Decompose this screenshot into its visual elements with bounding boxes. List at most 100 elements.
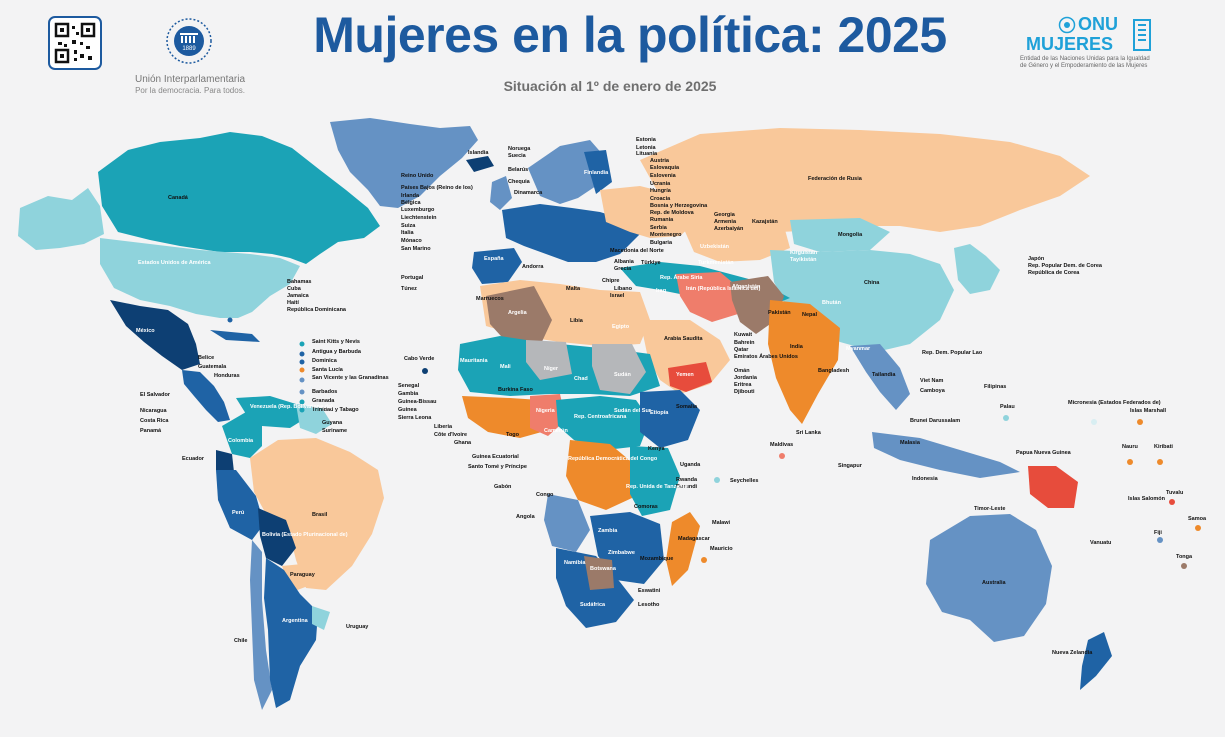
region-angola — [544, 494, 590, 552]
region-iberia — [472, 248, 522, 284]
dot-caboverde — [422, 368, 428, 374]
page-title: Mujeres en la política: 2025 — [313, 7, 947, 63]
dot-samoa — [1195, 525, 1201, 531]
label-malawi: Malawi — [712, 520, 731, 526]
dot-maldives — [779, 453, 785, 459]
region-brazil — [250, 438, 384, 590]
region-ecuador — [216, 450, 234, 472]
label-fiji: Fiji — [1154, 530, 1162, 536]
label-oman: Omán — [734, 368, 750, 374]
label-sierraleone: Sierra Leona — [398, 415, 432, 421]
label-jamaica: Jamaica — [287, 293, 309, 299]
dot-kiribati — [1157, 459, 1163, 465]
label-kyrgyzstan: Kirguistán — [790, 250, 818, 256]
label-uae: Emiratos Árabes Unidos — [734, 354, 798, 360]
label-belgium: Bélgica — [401, 200, 421, 206]
label-tonga: Tonga — [1176, 554, 1193, 560]
region-guyanas — [296, 404, 332, 434]
region-central-america — [182, 370, 230, 422]
dot-mauritius — [701, 557, 707, 563]
un-women-symbol-icon — [1128, 18, 1156, 57]
label-japan: Japón — [1028, 256, 1045, 262]
label-cuba: Cuba — [287, 286, 301, 292]
dot-caribbean-7 — [299, 399, 305, 405]
label-paraguay: Paraguay — [290, 572, 315, 578]
label-uganda: Uganda — [680, 462, 701, 468]
label-seychelles: Seychelles — [730, 478, 759, 484]
label-tajikistan: Tayikistán — [790, 257, 817, 263]
label-slovenia: Eslovenia — [650, 173, 676, 179]
label-monaco: Mónaco — [401, 238, 422, 244]
dot-caribbean-6 — [299, 389, 305, 395]
label-togo: Togo — [506, 432, 520, 438]
label-srilanka: Sri Lanka — [796, 430, 821, 436]
label-ireland: Irlanda — [401, 193, 420, 199]
label-elsalvador: El Salvador — [140, 392, 170, 398]
region-australia — [926, 514, 1052, 642]
label-afghanistan: Afganistán — [732, 284, 761, 290]
label-comoros: Comoras — [634, 504, 658, 510]
label-brunei: Brunei Darussalam — [910, 418, 961, 424]
label-georgia: Georgia — [714, 212, 735, 218]
label-angola: Angola — [516, 514, 535, 520]
region-russia — [640, 128, 1090, 234]
label-algeria: Argelia — [508, 310, 527, 316]
label-ecuador: Ecuador — [182, 456, 205, 462]
label-libya: Libia — [570, 318, 583, 324]
dot-caribbean-4 — [299, 367, 305, 373]
label-spain: España — [484, 256, 504, 262]
label-india: India — [790, 344, 803, 350]
un-women-subtitle-2: de Género y el Empoderamiento de las Muj… — [1020, 63, 1148, 69]
label-burundi: Burundi — [676, 484, 698, 490]
label-haiti: Haití — [287, 300, 299, 306]
label-yemen: Yemen — [676, 372, 694, 378]
label-stlucia: Santa Lucía — [312, 367, 343, 373]
label-austria: Austria — [650, 158, 669, 164]
label-switzerland: Suiza — [401, 223, 416, 229]
label-montenegro: Montenegro — [650, 232, 682, 238]
label-djibouti: Djibouti — [734, 389, 755, 395]
region-png — [1028, 466, 1078, 508]
label-pakistan: Pakistán — [768, 310, 791, 316]
dot-palau — [1003, 415, 1009, 421]
label-nauru: Nauru — [1122, 444, 1138, 450]
region-canada — [98, 132, 380, 264]
dot-nauru — [1127, 459, 1133, 465]
ipu-logo: 1889 — [164, 16, 214, 66]
region-cuba — [210, 330, 260, 342]
label-guyana: Guyana — [322, 420, 343, 426]
label-mauritius: Mauricio — [710, 546, 733, 552]
label-vanuatu: Vanuatu — [1090, 540, 1112, 546]
label-armenia: Armenia — [714, 219, 737, 225]
label-egypt: Egipto — [612, 324, 630, 330]
label-jordan: Jordania — [734, 375, 757, 381]
label-nigeria: Nigeria — [536, 408, 555, 414]
label-canada: Canadá — [168, 195, 188, 201]
label-italy: Italia — [401, 230, 414, 236]
label-kuwait: Kuwait — [734, 332, 753, 338]
label-denmark: Dinamarca — [514, 190, 543, 196]
label-sanmarino: San Marino — [401, 246, 431, 252]
region-usa — [100, 238, 300, 318]
region-venezuela — [236, 396, 306, 428]
label-hungary: Hungría — [650, 188, 671, 194]
label-dominicanrep: República Dominicana — [287, 307, 346, 313]
label-philippines: Filipinas — [984, 384, 1007, 390]
region-colombia — [222, 412, 262, 458]
label-kittsnevis: Saint Kitts y Nevis — [312, 339, 360, 345]
dot-fiji — [1157, 537, 1163, 543]
label-antigua: Antigua y Barbuda — [312, 349, 361, 355]
label-peru: Perú — [232, 510, 245, 516]
label-suriname: Suriname — [322, 428, 348, 434]
label-kenya: Kenya — [648, 446, 665, 452]
label-lithuania: Lituania — [636, 151, 658, 157]
region-uk — [490, 176, 512, 210]
label-netherlands: Países Bajos (Reino de los) — [401, 185, 473, 191]
label-iceland: Islandia — [468, 150, 489, 156]
region-mongolia — [790, 218, 890, 252]
label-bulgaria: Bulgaria — [650, 240, 673, 246]
qr-code[interactable] — [48, 16, 102, 70]
label-slovakia: Eslovaquia — [650, 165, 680, 171]
label-samoa: Samoa — [1188, 516, 1207, 522]
label-botswana: Botswana — [590, 566, 616, 572]
